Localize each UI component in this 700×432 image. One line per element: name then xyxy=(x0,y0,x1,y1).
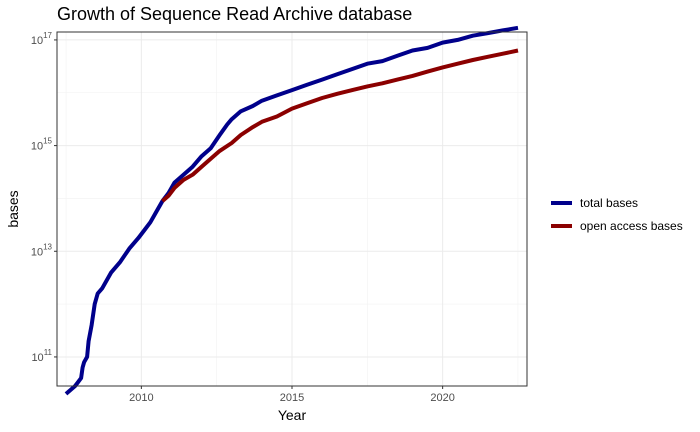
y-tick-label: 1017 xyxy=(31,31,53,47)
x-tick-label: 2015 xyxy=(280,392,304,404)
x-axis-title: Year xyxy=(278,407,307,423)
chart-title: Growth of Sequence Read Archive database xyxy=(57,4,412,24)
series-layer xyxy=(64,25,519,396)
legend-label: open access bases xyxy=(580,219,683,233)
series-line-total-bases xyxy=(64,25,519,396)
y-tick-label: 1011 xyxy=(31,348,52,364)
x-tick-label: 2010 xyxy=(129,392,153,404)
y-tick-label: 1015 xyxy=(31,137,53,153)
y-axis: 1011 1013 1015 1017 xyxy=(31,31,57,364)
grid xyxy=(57,32,527,386)
y-axis-title: bases xyxy=(5,190,21,227)
series-line-open-access-bases xyxy=(161,48,519,203)
legend: total bases open access bases xyxy=(551,196,683,233)
x-tick-label: 2020 xyxy=(430,392,454,404)
x-axis: 2010 2015 2020 xyxy=(129,386,455,404)
y-tick-label: 1013 xyxy=(31,242,53,258)
legend-label: total bases xyxy=(580,196,638,210)
